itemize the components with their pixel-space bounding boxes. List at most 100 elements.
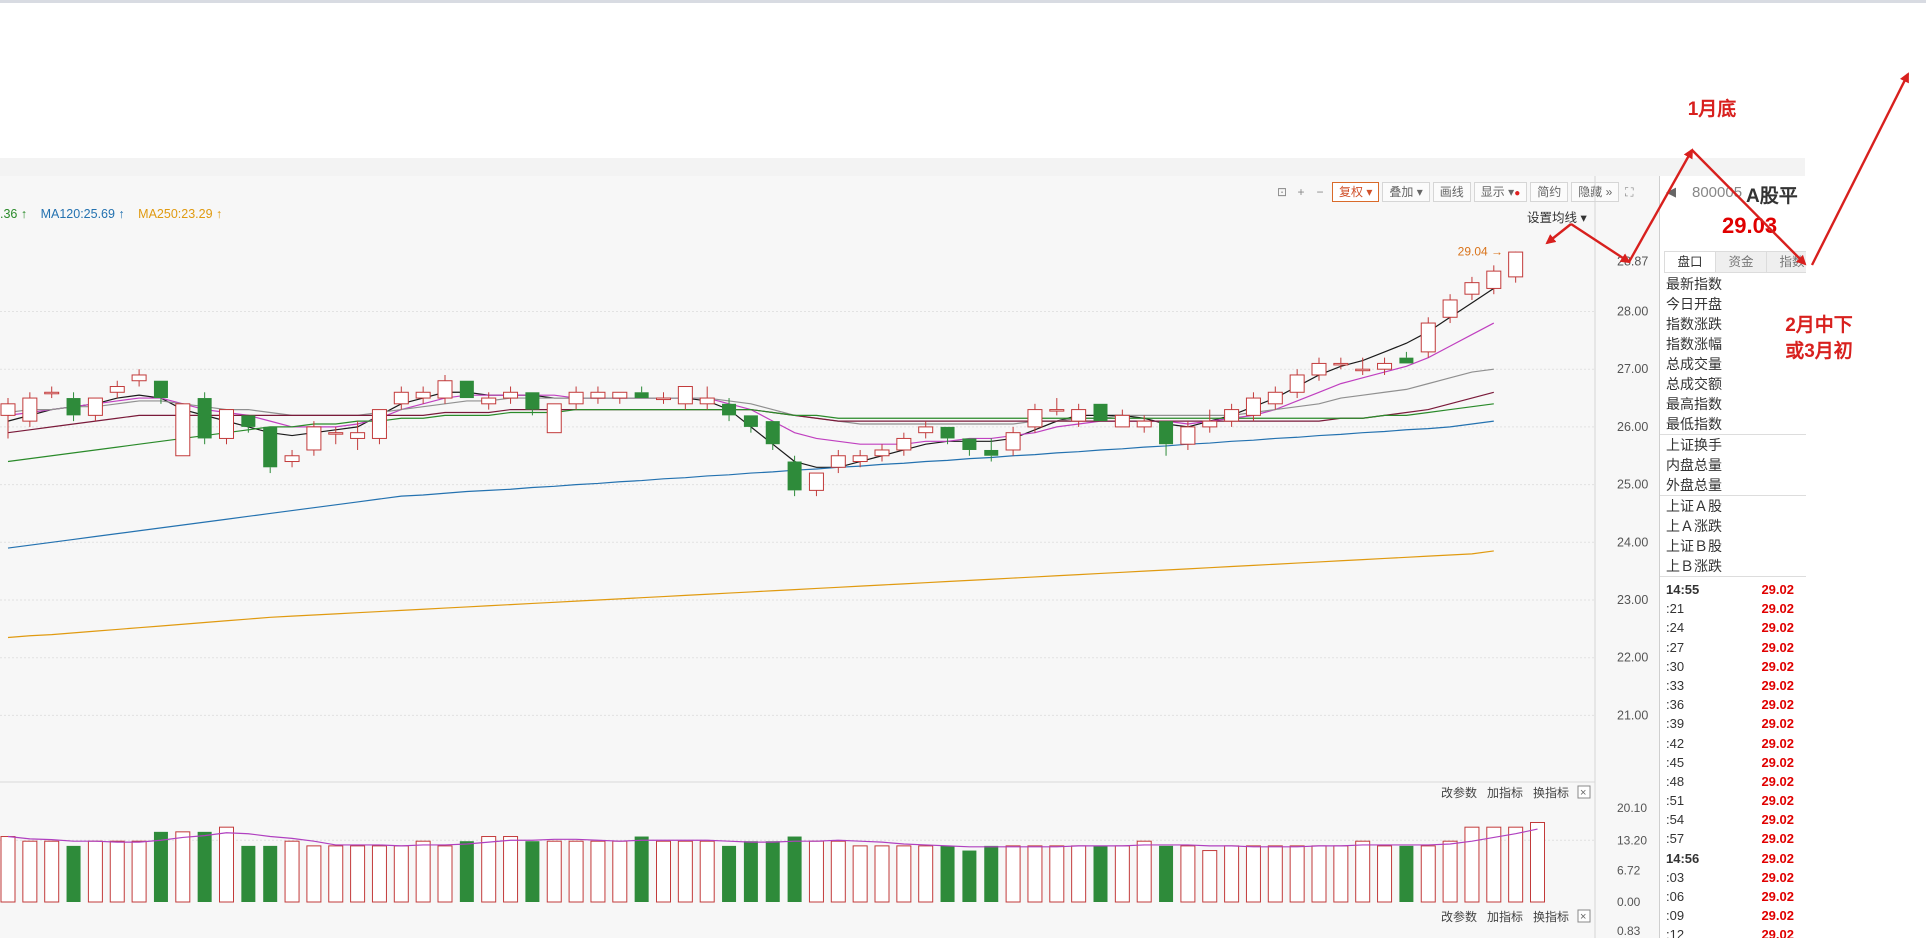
candle xyxy=(722,398,737,422)
annotation-label-2-line1: 2月中下 xyxy=(1785,315,1853,336)
quote-side-panel: ◀ 800005 A股平 29.03 盘口 资金 指数 最新指数 今日开盘 指数涨跌 指数… xyxy=(1659,176,1806,938)
zoom-out-icon[interactable]: − xyxy=(1316,185,1324,199)
volume-links: 改参数 加指标 换指标 × xyxy=(1441,785,1591,800)
volume-tick-label: 20.10 xyxy=(1617,801,1647,815)
candle xyxy=(1508,251,1524,283)
candle-body xyxy=(546,403,562,434)
side-tab[interactable]: 资金 xyxy=(1715,251,1767,273)
tick-row: :24 29.02 xyxy=(1660,618,1806,637)
volume-bottom-link[interactable]: 换指标 xyxy=(1533,909,1569,924)
candle-body xyxy=(722,403,737,416)
volume-bottom-link[interactable]: 加指标 xyxy=(1487,909,1523,924)
volume-bar xyxy=(328,845,344,903)
candle-body xyxy=(1159,421,1174,445)
side-tab[interactable]: 指数 xyxy=(1766,251,1806,273)
volume-bar xyxy=(1311,845,1327,903)
candle xyxy=(962,438,977,456)
overlay-button[interactable]: 叠加 ▾ xyxy=(1382,182,1430,202)
candle xyxy=(612,391,628,404)
tick-time: 14:56 xyxy=(1666,850,1700,866)
tick-time: :30 xyxy=(1666,658,1685,674)
volume-bar xyxy=(350,845,366,903)
zoom-in-icon[interactable]: + xyxy=(1297,185,1305,199)
candle-body xyxy=(1311,362,1327,376)
fuquan-button[interactable]: 复权 ▾ xyxy=(1332,182,1380,202)
volume-bar xyxy=(1005,845,1021,903)
field-group-c: 上证Ａ股 上Ａ涨跌 上证Ｂ股 上Ｂ涨跌 xyxy=(1660,496,1806,577)
tick-time: :12 xyxy=(1666,927,1685,938)
volume-bar xyxy=(1530,821,1545,903)
annotation-label-2-line2: 或3月初 xyxy=(1785,341,1853,362)
triangle-left-icon[interactable]: ◀ xyxy=(1666,184,1676,199)
candle-body xyxy=(415,391,431,399)
tick-price: 29.02 xyxy=(1761,620,1794,636)
candle-body xyxy=(350,432,366,439)
candle xyxy=(328,426,344,445)
candle xyxy=(1377,357,1393,375)
volume-bar xyxy=(306,845,322,903)
field-group-b: 上证换手 内盘总量 外盘总量 xyxy=(1660,435,1806,496)
volume-bar xyxy=(568,840,584,903)
volume-bar xyxy=(175,831,191,903)
quote-field-label: 上Ｂ涨跌 xyxy=(1666,558,1722,574)
display-button[interactable]: 显示 ▾● xyxy=(1473,182,1528,202)
tick-list: 14:55 29.02:21 29.02:24 29.02:27 29.02:30 29.… xyxy=(1660,580,1806,938)
side-tab[interactable]: 盘口 xyxy=(1664,251,1716,273)
volume-bar xyxy=(0,836,16,903)
tick-time: :03 xyxy=(1666,869,1685,885)
volume-bar xyxy=(1486,826,1502,903)
volume-bar xyxy=(22,840,38,903)
tick-row: :30 29.02 xyxy=(1660,657,1806,676)
simple-button[interactable]: 简约 xyxy=(1530,182,1569,202)
candle-body xyxy=(1071,409,1087,422)
tick-row: :48 29.02 xyxy=(1660,772,1806,791)
tick-row: :54 29.02 xyxy=(1660,810,1806,829)
quote-field-label: 内盘总量 xyxy=(1666,457,1722,473)
volume-bottom-tick-label: 0.83 xyxy=(1617,924,1641,938)
candle-body xyxy=(1202,420,1218,428)
ma-settings-link[interactable]: 设置均线 ▾ xyxy=(1527,207,1587,226)
volume-bar xyxy=(984,845,999,902)
quote-field-label: 总成交量 xyxy=(1666,356,1722,372)
candle-body xyxy=(241,415,256,427)
candle xyxy=(677,386,693,410)
candle xyxy=(743,415,758,433)
price-tick-label: 28.87 xyxy=(1617,254,1648,268)
volume-link[interactable]: 加指标 xyxy=(1487,785,1523,800)
candle-body xyxy=(1508,251,1524,278)
close-icon-glyph: × xyxy=(1580,787,1586,799)
volume-tick-label: 6.72 xyxy=(1617,864,1641,878)
ma-line xyxy=(7,403,1494,463)
candle-body xyxy=(852,455,868,463)
candle xyxy=(1442,294,1458,324)
candle-body xyxy=(525,392,540,410)
candle xyxy=(1289,369,1305,399)
volume-link[interactable]: 改参数 xyxy=(1441,785,1477,800)
volume-bar xyxy=(830,840,846,903)
candle xyxy=(765,421,780,450)
volume-bar xyxy=(940,845,955,902)
volume-bar xyxy=(1202,850,1218,903)
tick-time: :54 xyxy=(1666,812,1685,828)
tick-time: :42 xyxy=(1666,735,1685,751)
chevron-down-icon: ▾ xyxy=(1366,185,1373,199)
candle xyxy=(1267,386,1283,410)
volume-bar xyxy=(1093,845,1108,902)
lock-icon[interactable]: ⊡ xyxy=(1276,185,1288,199)
price-tick-label: 25.00 xyxy=(1617,478,1648,492)
candle-body xyxy=(1289,374,1305,393)
draw-line-button[interactable]: 画线 xyxy=(1432,182,1471,202)
price-tick-label: 26.00 xyxy=(1617,420,1648,434)
volume-bottom-link[interactable]: 改参数 xyxy=(1441,909,1477,924)
price-tick-label: 21.00 xyxy=(1617,708,1648,722)
tick-price: 29.02 xyxy=(1761,850,1794,866)
volume-bar xyxy=(1245,845,1261,903)
ma-legend-item-ma60: .36 ↑ xyxy=(0,207,28,221)
volume-bar xyxy=(393,845,409,903)
side-tabs: 盘口 资金 指数 xyxy=(1664,251,1806,273)
candle xyxy=(109,380,125,399)
candle-body xyxy=(896,437,912,451)
volume-link[interactable]: 换指标 xyxy=(1533,785,1569,800)
candle-body xyxy=(1420,322,1436,353)
